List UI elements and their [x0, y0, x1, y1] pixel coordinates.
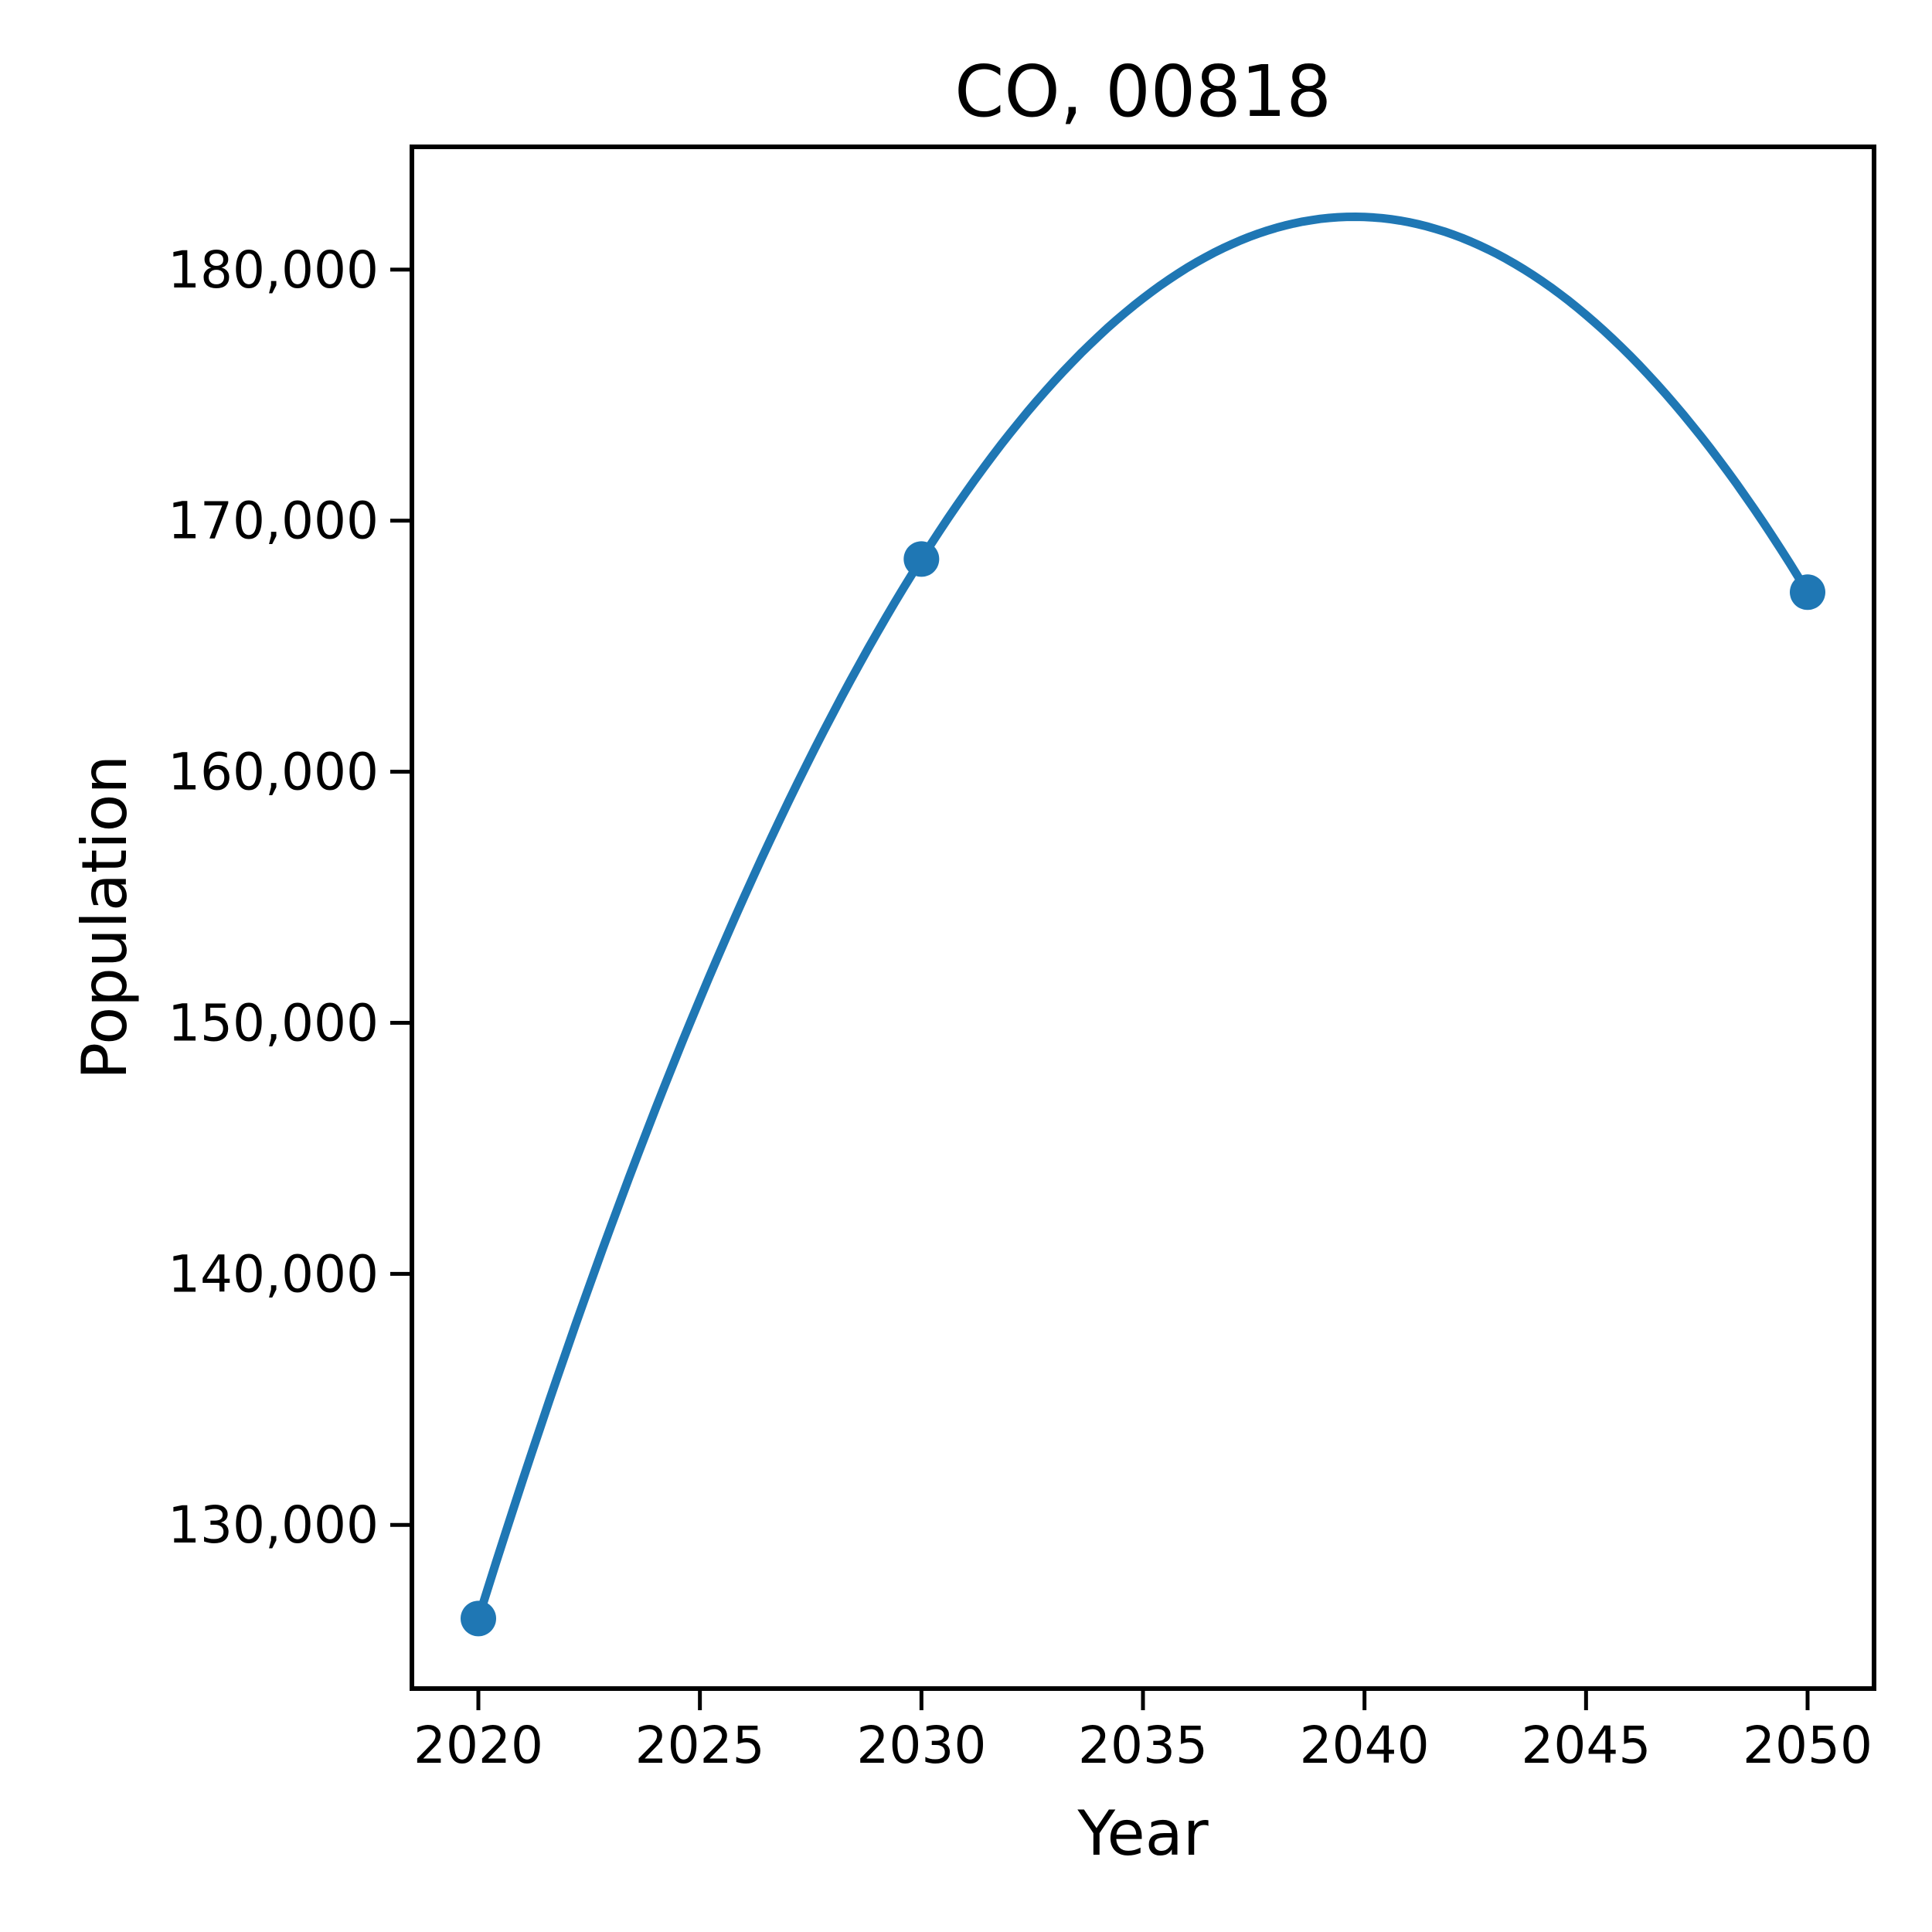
y-tick-label: 130,000 [168, 1495, 379, 1555]
x-tick-label: 2025 [635, 1716, 765, 1775]
y-axis-label: Population [69, 755, 141, 1080]
plot-layer: 2020 2025 2030 2035 2040 2045 2050 130,000 140,0… [168, 213, 1872, 1775]
x-tick-label: 2050 [1743, 1716, 1872, 1775]
y-tick-label: 170,000 [168, 492, 379, 551]
x-tick-label: 2045 [1521, 1716, 1651, 1775]
x-tick-label: 2035 [1078, 1716, 1208, 1775]
y-tick-label: 150,000 [168, 993, 379, 1053]
data-point-marker-2050 [1790, 574, 1825, 611]
data-point-marker-2030 [903, 541, 940, 577]
y-tick-label: 160,000 [168, 743, 379, 802]
x-axis-label: Year [1077, 1798, 1208, 1869]
y-tick-label: 140,000 [168, 1244, 379, 1304]
series-line [474, 213, 1812, 1623]
x-tick-label: 2040 [1300, 1716, 1430, 1775]
y-tick-label: 180,000 [168, 240, 379, 300]
data-point-marker-2020 [461, 1600, 496, 1637]
x-tick-label: 2030 [856, 1716, 986, 1775]
x-tick-label: 2020 [413, 1716, 543, 1775]
chart-title: CO, 00818 [954, 50, 1332, 133]
